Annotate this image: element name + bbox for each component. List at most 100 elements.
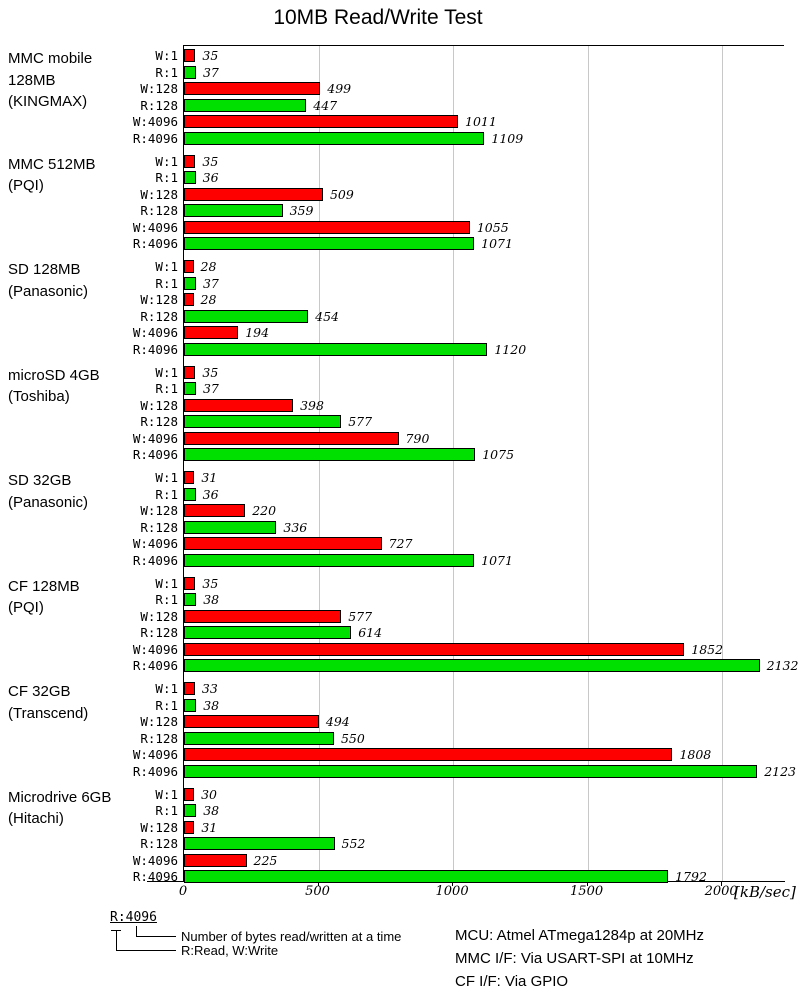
legend-connector-line xyxy=(136,936,176,937)
bar-row: W:128 494 xyxy=(140,714,784,731)
bar-row: R:4096 1071 xyxy=(133,236,784,253)
device-group-label-line: (Hitachi) xyxy=(8,810,64,827)
bar-row: R:4096 1071 xyxy=(133,553,784,570)
x-axis-tick-2000 xyxy=(721,882,723,886)
read-bar xyxy=(184,487,196,501)
bar-value-label: 577 xyxy=(348,608,373,624)
device-group-label-line: (Panasonic) xyxy=(8,282,89,300)
bar-category-label: W:1 xyxy=(155,364,178,380)
bar-row: W:128 577 xyxy=(140,608,784,626)
bar-category-label: R:4096 xyxy=(132,552,178,568)
write-bar xyxy=(184,642,685,656)
bar-category-label: R:128 xyxy=(140,414,178,429)
bar-row: R:128 614 xyxy=(140,625,784,642)
note-cf-if: CF I/F: Via GPIO xyxy=(455,973,569,990)
bar-category-label: R:1 xyxy=(155,381,178,396)
bar-category-label: W:4096 xyxy=(132,114,178,129)
bar-row: W:4096 225 xyxy=(133,853,784,870)
device-group-2: SD 128MB (Panasonic) W:1 28 R:1 37 W:128 28 R:12… xyxy=(8,259,784,359)
note-mmc-if: MMC I/F: Via USART-SPI at 10MHz xyxy=(455,950,694,967)
write-bar xyxy=(184,293,194,306)
bar-value-label: 1792 xyxy=(675,869,707,884)
device-group-label-line: (Transcend) xyxy=(8,704,89,722)
device-group-3: microSD 4GB (Toshiba) W:1 35 R:1 37 W:128 398 R:… xyxy=(8,365,784,464)
device-group-label-line: CF 128MB xyxy=(8,577,80,595)
bar-row: W:1 30 xyxy=(155,786,784,804)
device-group-7: Microdrive 6GB (Hitachi) W:1 30 R:1 38 W:128 31… xyxy=(8,786,784,886)
write-bar xyxy=(184,187,323,201)
bar-row: W:1 35 xyxy=(155,48,784,65)
device-group-1: MMC 512MB (PQI) W:1 35 R:1 36 W:128 509 R:128 359… xyxy=(8,153,784,253)
bar-category-label: W:4096 xyxy=(132,747,178,762)
bar-category-label: R:1 xyxy=(155,170,178,185)
bar-row: R:1 38 xyxy=(155,698,784,715)
write-bar xyxy=(184,471,195,484)
bar-value-label: 552 xyxy=(341,836,366,851)
write-bar xyxy=(184,715,319,728)
device-group-label-line: SD 32GB xyxy=(8,472,72,489)
device-group-label: MMC mobile 128MB (KINGMAX) xyxy=(8,48,178,113)
read-bar xyxy=(184,171,196,184)
write-bar xyxy=(184,820,195,834)
read-bar xyxy=(184,659,760,672)
write-bar xyxy=(184,115,459,128)
bar-row: R:128 447 xyxy=(140,98,784,115)
write-bar xyxy=(184,609,342,623)
bar-row: W:128 220 xyxy=(140,503,784,520)
read-bar xyxy=(184,309,309,323)
bar-value-label: 30 xyxy=(201,786,217,802)
bar-category-label: W:128 xyxy=(140,292,178,307)
write-bar xyxy=(184,748,673,761)
device-group-label-line: SD 128MB xyxy=(8,261,81,278)
bar-category-label: W:128 xyxy=(140,608,178,624)
bar-row: W:128 28 xyxy=(140,292,784,309)
read-bar xyxy=(184,65,196,79)
bar-row: W:4096 1011 xyxy=(133,114,784,131)
bar-row: R:128 359 xyxy=(140,203,784,220)
bar-value-label: 35 xyxy=(202,153,219,169)
bar-row: W:4096 1055 xyxy=(133,219,784,237)
device-group-label: microSD 4GB (Toshiba) xyxy=(8,365,178,408)
bar-row: W:1 28 xyxy=(155,259,784,276)
bar-category-label: R:128 xyxy=(140,308,178,324)
bar-category-label: W:1 xyxy=(155,48,178,63)
device-group-0: MMC mobile 128MB (KINGMAX) W:1 35 R:1 37 W:128 4… xyxy=(8,48,784,148)
bar-row: R:1 36 xyxy=(155,487,784,504)
bar-category-label: R:4096 xyxy=(132,236,178,251)
write-bar xyxy=(184,82,321,95)
bar-category-label: W:1 xyxy=(155,470,178,485)
bar-value-label: 499 xyxy=(327,81,352,96)
bar-value-label: 509 xyxy=(329,186,354,202)
bar-row: R:4096 1120 xyxy=(133,342,784,359)
bar-category-label: R:4096 xyxy=(132,341,178,357)
bar-value-label: 1109 xyxy=(491,130,524,146)
bar-row: R:4096 1792 xyxy=(133,869,784,886)
read-bar xyxy=(184,520,277,534)
bar-value-label: 28 xyxy=(200,259,217,274)
device-group-label-line: 128MB xyxy=(8,71,56,89)
bar-value-label: 1075 xyxy=(482,447,515,462)
bar-row: W:128 31 xyxy=(140,820,784,837)
bar-row: R:4096 1109 xyxy=(133,130,784,148)
bar-category-label: R:1 xyxy=(155,64,178,80)
bar-category-label: W:1 xyxy=(155,259,178,274)
device-group-label: CF 128MB (PQI) xyxy=(8,576,178,619)
legend-note-rw: R:Read, W:Write xyxy=(181,943,279,958)
legend-connector-line xyxy=(116,930,117,950)
bar-row: R:1 36 xyxy=(155,170,784,187)
bar-row: R:128 550 xyxy=(140,731,784,748)
bar-category-label: W:128 xyxy=(140,397,178,413)
bar-value-label: 1055 xyxy=(476,219,509,235)
bar-row: R:128 336 xyxy=(140,520,784,537)
bar-category-label: W:4096 xyxy=(132,641,178,657)
bar-category-label: R:1 xyxy=(155,486,178,502)
bar-value-label: 35 xyxy=(202,48,219,63)
bar-row: R:1 38 xyxy=(155,803,784,820)
bar-category-label: R:4096 xyxy=(132,658,178,673)
bar-category-label: W:128 xyxy=(140,81,178,96)
read-bar xyxy=(184,626,352,639)
bar-row: R:1 37 xyxy=(155,276,784,293)
write-bar xyxy=(184,504,246,517)
device-group-label-line: (Toshiba) xyxy=(8,388,70,405)
read-bar xyxy=(184,731,334,745)
